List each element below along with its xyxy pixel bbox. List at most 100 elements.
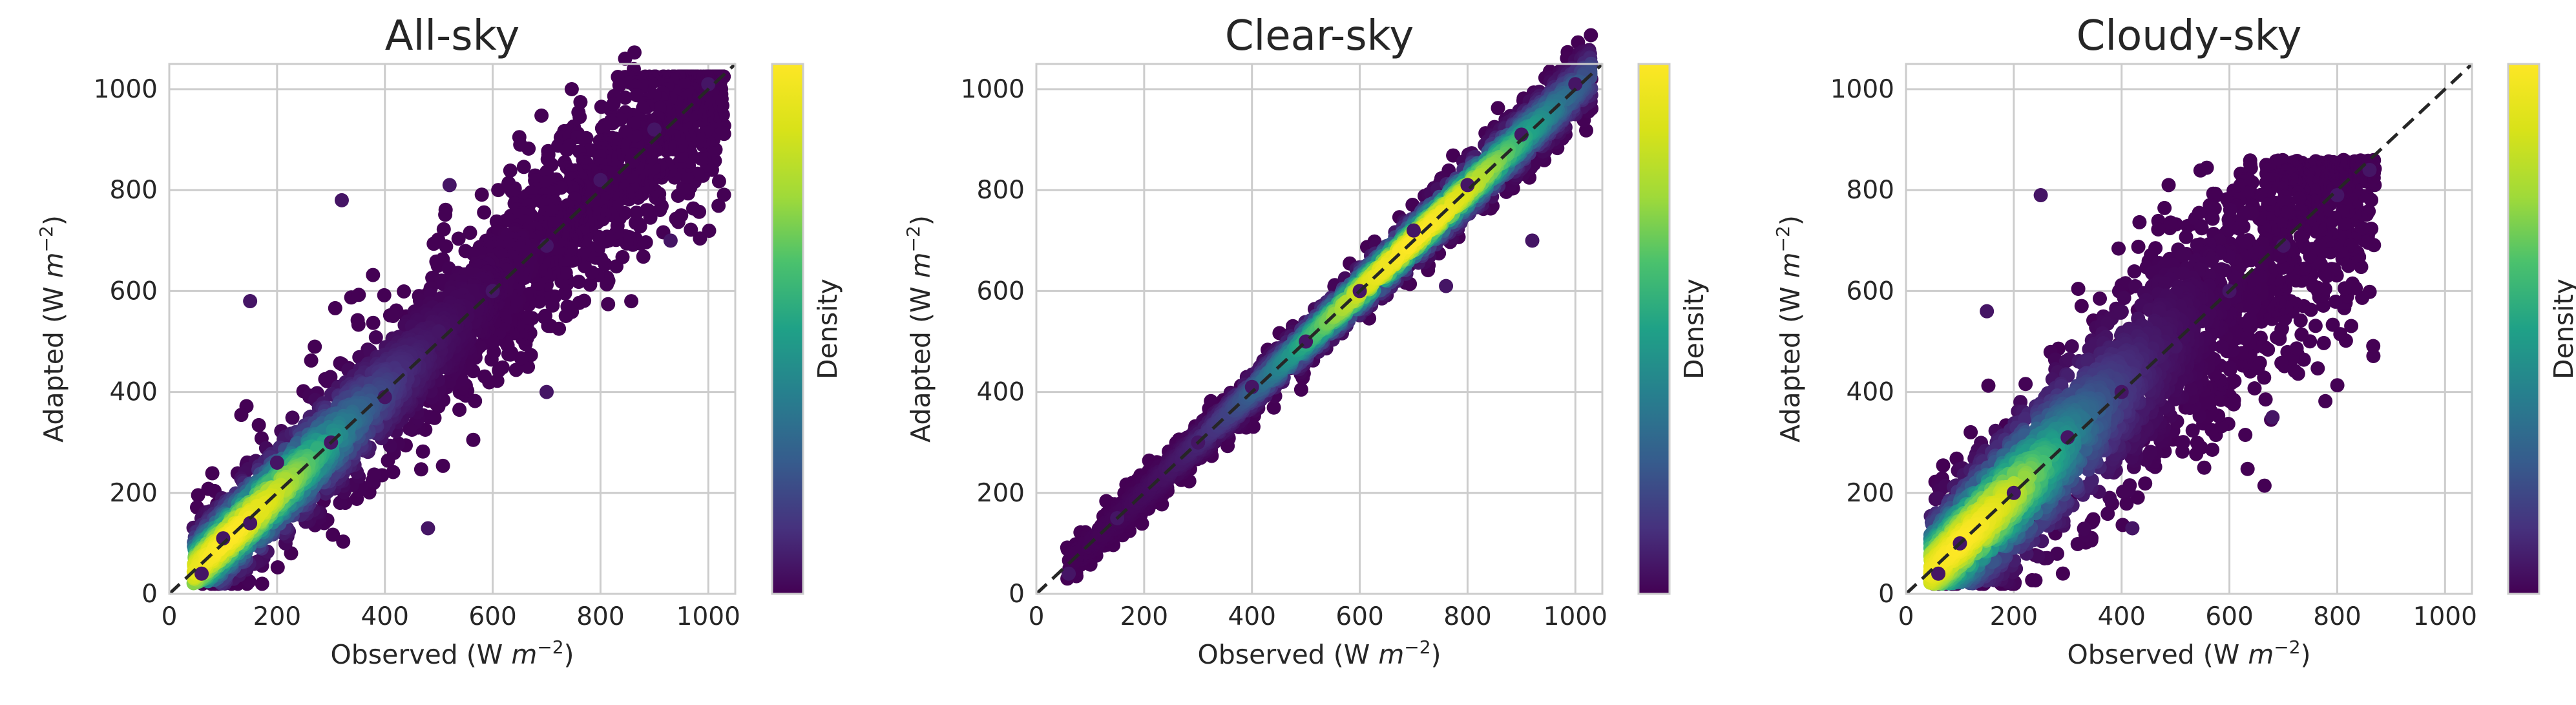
scatter-point: [516, 160, 531, 174]
scatter-point: [270, 560, 285, 574]
x-tick-label: 1000: [676, 602, 740, 631]
y-axis-label: Adapted (W m−2): [36, 215, 69, 443]
scatter-point: [402, 421, 417, 436]
scatter-point: [624, 294, 639, 309]
scatter-point: [693, 231, 707, 246]
scatter-point: [601, 297, 616, 311]
scatter-point: [636, 249, 651, 264]
x-tick-label: 600: [468, 602, 516, 631]
data-point: [194, 566, 209, 581]
scatter-point: [534, 108, 549, 123]
scatter-point: [367, 467, 382, 482]
scatter-point: [684, 222, 698, 237]
scatter-point: [612, 78, 627, 92]
scatter-point: [558, 309, 573, 323]
scatter-point: [304, 353, 319, 368]
scatter-point: [686, 201, 700, 216]
scatter-point: [576, 131, 591, 146]
scatter-point: [477, 369, 492, 384]
scatter-point: [415, 444, 430, 459]
scatter-point: [255, 576, 269, 591]
scatter-point: [466, 432, 481, 447]
scatter-point: [1584, 28, 1598, 43]
scatter-point: [463, 226, 477, 240]
colorbar-label: Density: [812, 279, 843, 379]
scatter-point: [205, 466, 220, 481]
scatter-point: [435, 458, 450, 473]
scatter-point: [594, 121, 609, 136]
x-tick-label: 200: [253, 602, 301, 631]
scatter-point: [414, 462, 428, 477]
scatter-point: [368, 330, 383, 344]
scatter-point: [537, 310, 552, 324]
y-tick-label: 200: [110, 479, 158, 508]
scatter-point: [503, 163, 518, 178]
scatter-point: [711, 198, 726, 213]
data-point: [442, 178, 457, 193]
data-point: [334, 193, 349, 207]
data-point: [269, 455, 284, 470]
scatter-point: [558, 266, 573, 280]
scatter-point: [386, 465, 401, 479]
scatter-point: [351, 288, 366, 302]
scatter-point: [320, 374, 335, 388]
panel-all-sky: 0 200 400 600 800 1000 0 200 400 600 800 1000 All-sk…: [36, 12, 843, 670]
y-tick-label: 0: [141, 580, 158, 609]
scatter-point: [326, 527, 340, 542]
scatter-point: [285, 410, 300, 425]
x-axis-label: Observed (W m−2): [330, 637, 574, 670]
scatter-point: [669, 211, 684, 226]
y-tick-label: 400: [110, 378, 158, 407]
scatter-point: [377, 288, 392, 302]
scatter-point: [564, 82, 579, 96]
scatter-point: [618, 51, 633, 66]
data-point: [421, 521, 435, 536]
scatter-point: [711, 174, 726, 189]
data-point: [539, 384, 554, 399]
y-tick-label: 800: [110, 176, 158, 205]
scatter-point: [505, 184, 519, 199]
scatter-point: [451, 231, 466, 246]
scatter-point: [539, 165, 554, 180]
scatter-point: [350, 313, 365, 328]
scatter-point: [386, 309, 401, 323]
y-tick-label: 600: [110, 277, 158, 306]
scatter-point: [430, 258, 445, 273]
scatter-point: [426, 237, 441, 251]
scatter-point: [477, 205, 492, 220]
scatter-point: [366, 268, 381, 282]
scatter-point: [336, 534, 351, 549]
scatter-point: [234, 408, 249, 423]
scatter-point: [251, 417, 266, 432]
scatter-point: [492, 363, 507, 378]
panel-clear-sky: 0 200 400 600 800 100002004006008001000Clear-…: [903, 12, 1710, 670]
scatter-point: [328, 300, 342, 315]
x-tick-label: 0: [162, 602, 178, 631]
y-tick-label: 1000: [94, 75, 158, 104]
colorbar: [771, 63, 804, 595]
data-point: [663, 233, 678, 248]
scatter-point: [560, 143, 574, 158]
scatter-point: [436, 222, 451, 237]
scatter-point: [606, 96, 621, 111]
x-tick-label: 800: [576, 602, 624, 631]
scatter-point: [438, 207, 453, 222]
scatter-point: [585, 265, 600, 280]
scatter-point: [508, 363, 523, 377]
chart-title: All-sky: [385, 12, 519, 60]
scatter-point: [671, 189, 686, 203]
scatter-point: [452, 403, 467, 417]
scatter-point: [618, 90, 633, 105]
data-point: [243, 294, 258, 309]
scatter-point: [366, 315, 381, 330]
x-tick-label: 400: [361, 602, 408, 631]
scatter-point: [513, 137, 528, 152]
scatter-point: [609, 259, 623, 274]
scatter-point: [474, 187, 489, 202]
scatter-point: [583, 277, 598, 292]
scatter-point: [636, 101, 651, 116]
scatter-point: [308, 339, 322, 354]
scatter-point: [191, 488, 205, 503]
scatter-point: [717, 187, 731, 202]
